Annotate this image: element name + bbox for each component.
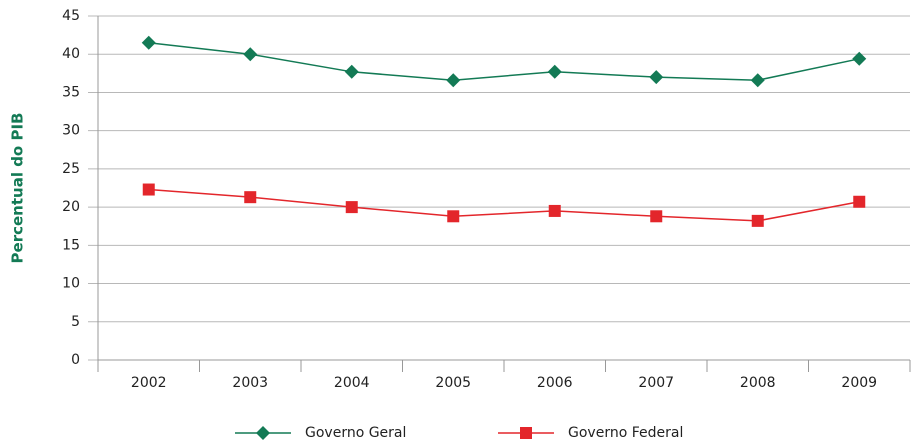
data-point — [547, 64, 562, 79]
data-point — [853, 195, 866, 208]
x-tick-label: 2002 — [131, 375, 167, 391]
y-tick-label: 5 — [71, 314, 80, 330]
data-point — [650, 210, 663, 223]
y-tick-label: 0 — [71, 352, 80, 368]
data-point — [446, 73, 461, 88]
y-tick-label: 25 — [62, 161, 80, 177]
data-point — [344, 64, 359, 79]
x-tick-label: 2008 — [740, 375, 776, 391]
y-tick-label: 15 — [62, 237, 80, 253]
data-point — [852, 51, 867, 66]
x-tick-label: 2006 — [537, 375, 573, 391]
legend-label: Governo Federal — [568, 425, 683, 441]
y-tick-label: 10 — [62, 276, 80, 292]
x-tick-label: 2004 — [334, 375, 370, 391]
data-point — [447, 210, 460, 223]
x-tick-label: 2005 — [435, 375, 471, 391]
y-tick-label: 40 — [62, 46, 80, 62]
data-point — [649, 70, 664, 85]
data-point — [141, 35, 156, 50]
legend-marker — [256, 426, 270, 440]
x-tick-label: 2009 — [841, 375, 877, 391]
data-point — [244, 191, 257, 204]
y-tick-label: 30 — [62, 123, 80, 139]
data-point — [243, 47, 258, 62]
legend-marker — [520, 427, 532, 439]
data-point — [750, 73, 765, 88]
data-point — [142, 183, 155, 196]
data-point — [751, 214, 764, 227]
y-axis-label: Percentual do PIB — [9, 113, 27, 264]
x-tick-label: 2007 — [638, 375, 674, 391]
y-tick-label: 20 — [62, 199, 80, 215]
series-line — [148, 188, 860, 222]
data-point — [548, 204, 561, 217]
y-tick-label: 35 — [62, 84, 80, 100]
series-line — [148, 42, 860, 81]
data-point — [345, 201, 358, 214]
x-tick-label: 2003 — [232, 375, 268, 391]
y-tick-label: 45 — [62, 8, 80, 24]
legend-label: Governo Geral — [305, 425, 406, 441]
